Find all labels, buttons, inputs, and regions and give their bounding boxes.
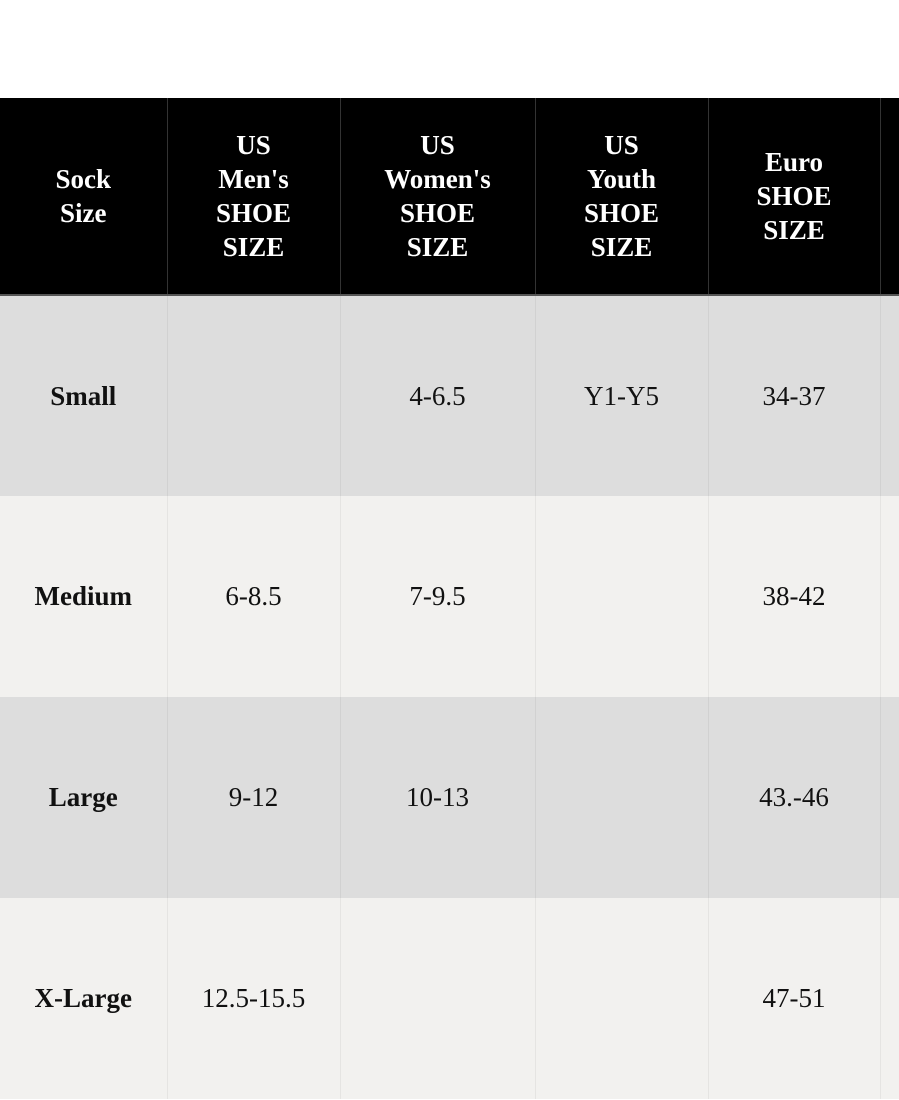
header-us-youth: US Youth SHOE SIZE	[535, 98, 709, 296]
sock-size-label: Medium	[0, 496, 168, 697]
header-sock-size: Sock Size	[0, 98, 168, 296]
table-row: X-Large 12.5-15.5 47-51	[0, 898, 899, 1099]
header-euro: Euro SHOE SIZE	[708, 98, 881, 296]
table-row: Medium 6-8.5 7-9.5 38-42	[0, 496, 899, 697]
sock-size-label: Small	[0, 295, 168, 496]
table-row: Large 9-12 10-13 43.-46	[0, 697, 899, 898]
header-line: Women's	[384, 164, 491, 194]
cell-us-mens: 6-8.5	[167, 496, 341, 697]
cell-us-mens: 9-12	[167, 697, 341, 898]
cell-us-womens: 4-6.5	[340, 295, 536, 496]
header-extra	[880, 98, 899, 296]
cell-euro: 47-51	[708, 898, 881, 1099]
cell-us-mens	[167, 295, 341, 496]
header-line: Youth	[586, 164, 657, 194]
header-line: Size	[60, 198, 107, 228]
header-line: Sock	[55, 164, 112, 194]
table-row: Small 4-6.5 Y1-Y5 34-37	[0, 295, 899, 496]
cell-euro: 34-37	[708, 295, 881, 496]
header-us-womens: US Women's SHOE SIZE	[340, 98, 536, 296]
cell-us-youth	[535, 697, 709, 898]
header-line: Men's	[218, 164, 289, 194]
cell-extra	[880, 295, 899, 496]
cell-us-youth: Y1-Y5	[535, 295, 709, 496]
cell-us-youth	[535, 496, 709, 697]
cell-us-mens: 12.5-15.5	[167, 898, 341, 1099]
header-line: Euro	[764, 147, 824, 177]
cell-extra	[880, 496, 899, 697]
header-line: US	[420, 130, 455, 160]
cell-euro: 38-42	[708, 496, 881, 697]
sock-size-label: Large	[0, 697, 168, 898]
size-chart-table: Sock Size US Men's SHOE SIZE US Women's SHOE SIZE…	[0, 98, 899, 1099]
cell-us-womens: 7-9.5	[340, 496, 536, 697]
cell-us-womens: 10-13	[340, 697, 536, 898]
header-line: SHOE	[215, 198, 292, 228]
header-line: SIZE	[406, 232, 469, 262]
header-line: SHOE	[583, 198, 660, 228]
cell-euro: 43.-46	[708, 697, 881, 898]
header-line: US	[604, 130, 639, 160]
cell-extra	[880, 697, 899, 898]
sock-size-label: X-Large	[0, 898, 168, 1099]
header-line: SHOE	[399, 198, 476, 228]
header-line: SIZE	[222, 232, 285, 262]
cell-us-womens	[340, 898, 536, 1099]
header-line: SHOE	[756, 181, 832, 211]
header-line: US	[236, 130, 271, 160]
cell-extra	[880, 898, 899, 1099]
header-row: Sock Size US Men's SHOE SIZE US Women's SHOE SIZE…	[0, 98, 899, 296]
cell-us-youth	[535, 898, 709, 1099]
header-line: SIZE	[590, 232, 653, 262]
header-line: SIZE	[763, 215, 825, 245]
header-us-mens: US Men's SHOE SIZE	[167, 98, 341, 296]
